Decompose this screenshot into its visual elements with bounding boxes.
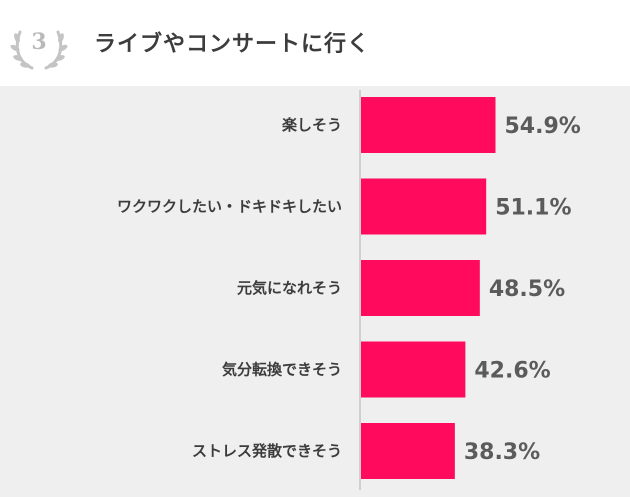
category-label: 楽しそう bbox=[282, 116, 342, 134]
data-label: 42.6% bbox=[474, 359, 550, 384]
category-label: ワクワクしたい・ドキドキしたい bbox=[117, 198, 342, 216]
category-label: 気分転換できそう bbox=[222, 361, 342, 379]
category-label: ストレス発散できそう bbox=[192, 442, 342, 460]
rank-number: 3 bbox=[31, 29, 47, 55]
data-label: 54.9% bbox=[505, 114, 581, 139]
chart-title: ライブやコンサートに行く bbox=[94, 32, 371, 57]
rank-badge: 3 bbox=[10, 18, 68, 72]
laurel-wreath-icon bbox=[10, 30, 68, 70]
bar bbox=[361, 341, 466, 398]
chart-header: 3 ライブやコンサートに行く bbox=[0, 0, 630, 86]
bar bbox=[361, 260, 480, 316]
category-label: 元気になれそう bbox=[237, 279, 342, 297]
bar bbox=[361, 423, 455, 479]
data-label: 48.5% bbox=[489, 277, 565, 302]
data-label: 51.1% bbox=[495, 196, 571, 221]
bar bbox=[361, 178, 487, 235]
data-label: 38.3% bbox=[464, 440, 540, 465]
bar bbox=[361, 97, 496, 153]
